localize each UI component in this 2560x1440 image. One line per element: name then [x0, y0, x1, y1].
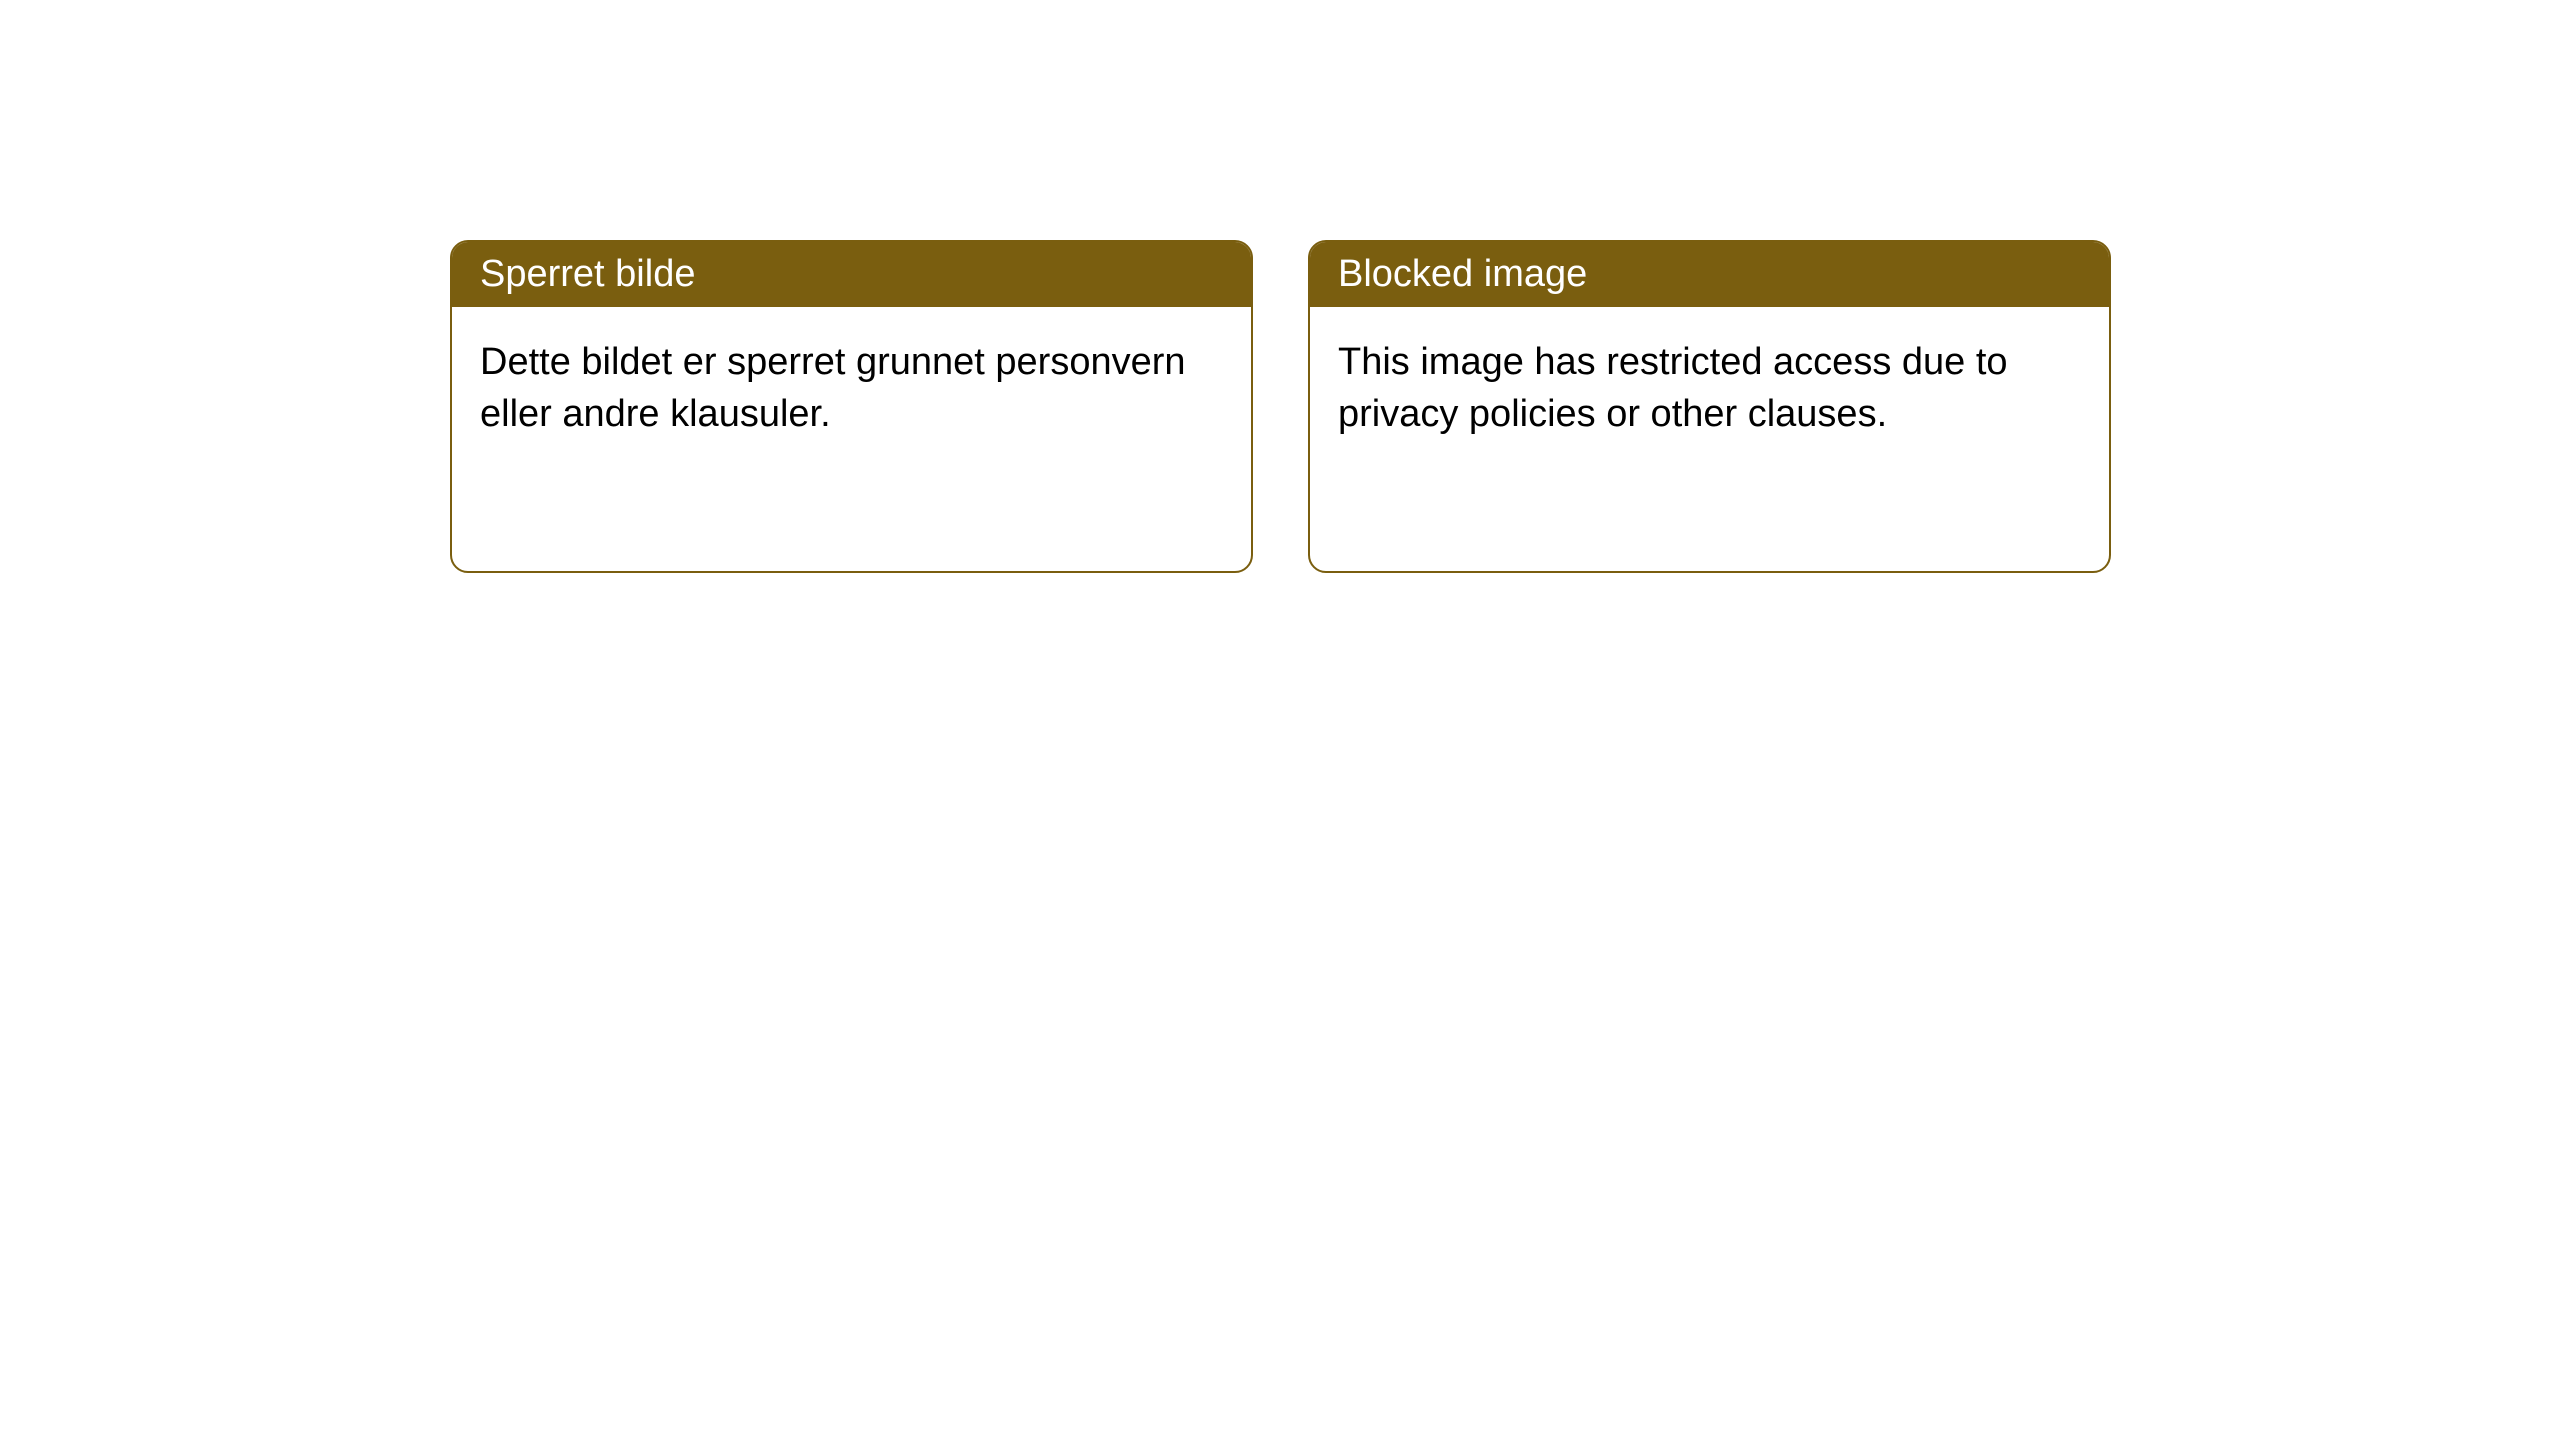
notice-card-english: Blocked image This image has restricted …	[1308, 240, 2111, 573]
notice-title: Sperret bilde	[452, 242, 1251, 307]
notice-body: This image has restricted access due to …	[1310, 307, 2109, 470]
notice-title: Blocked image	[1310, 242, 2109, 307]
notice-body: Dette bildet er sperret grunnet personve…	[452, 307, 1251, 470]
notice-container: Sperret bilde Dette bildet er sperret gr…	[450, 240, 2111, 573]
notice-card-norwegian: Sperret bilde Dette bildet er sperret gr…	[450, 240, 1253, 573]
